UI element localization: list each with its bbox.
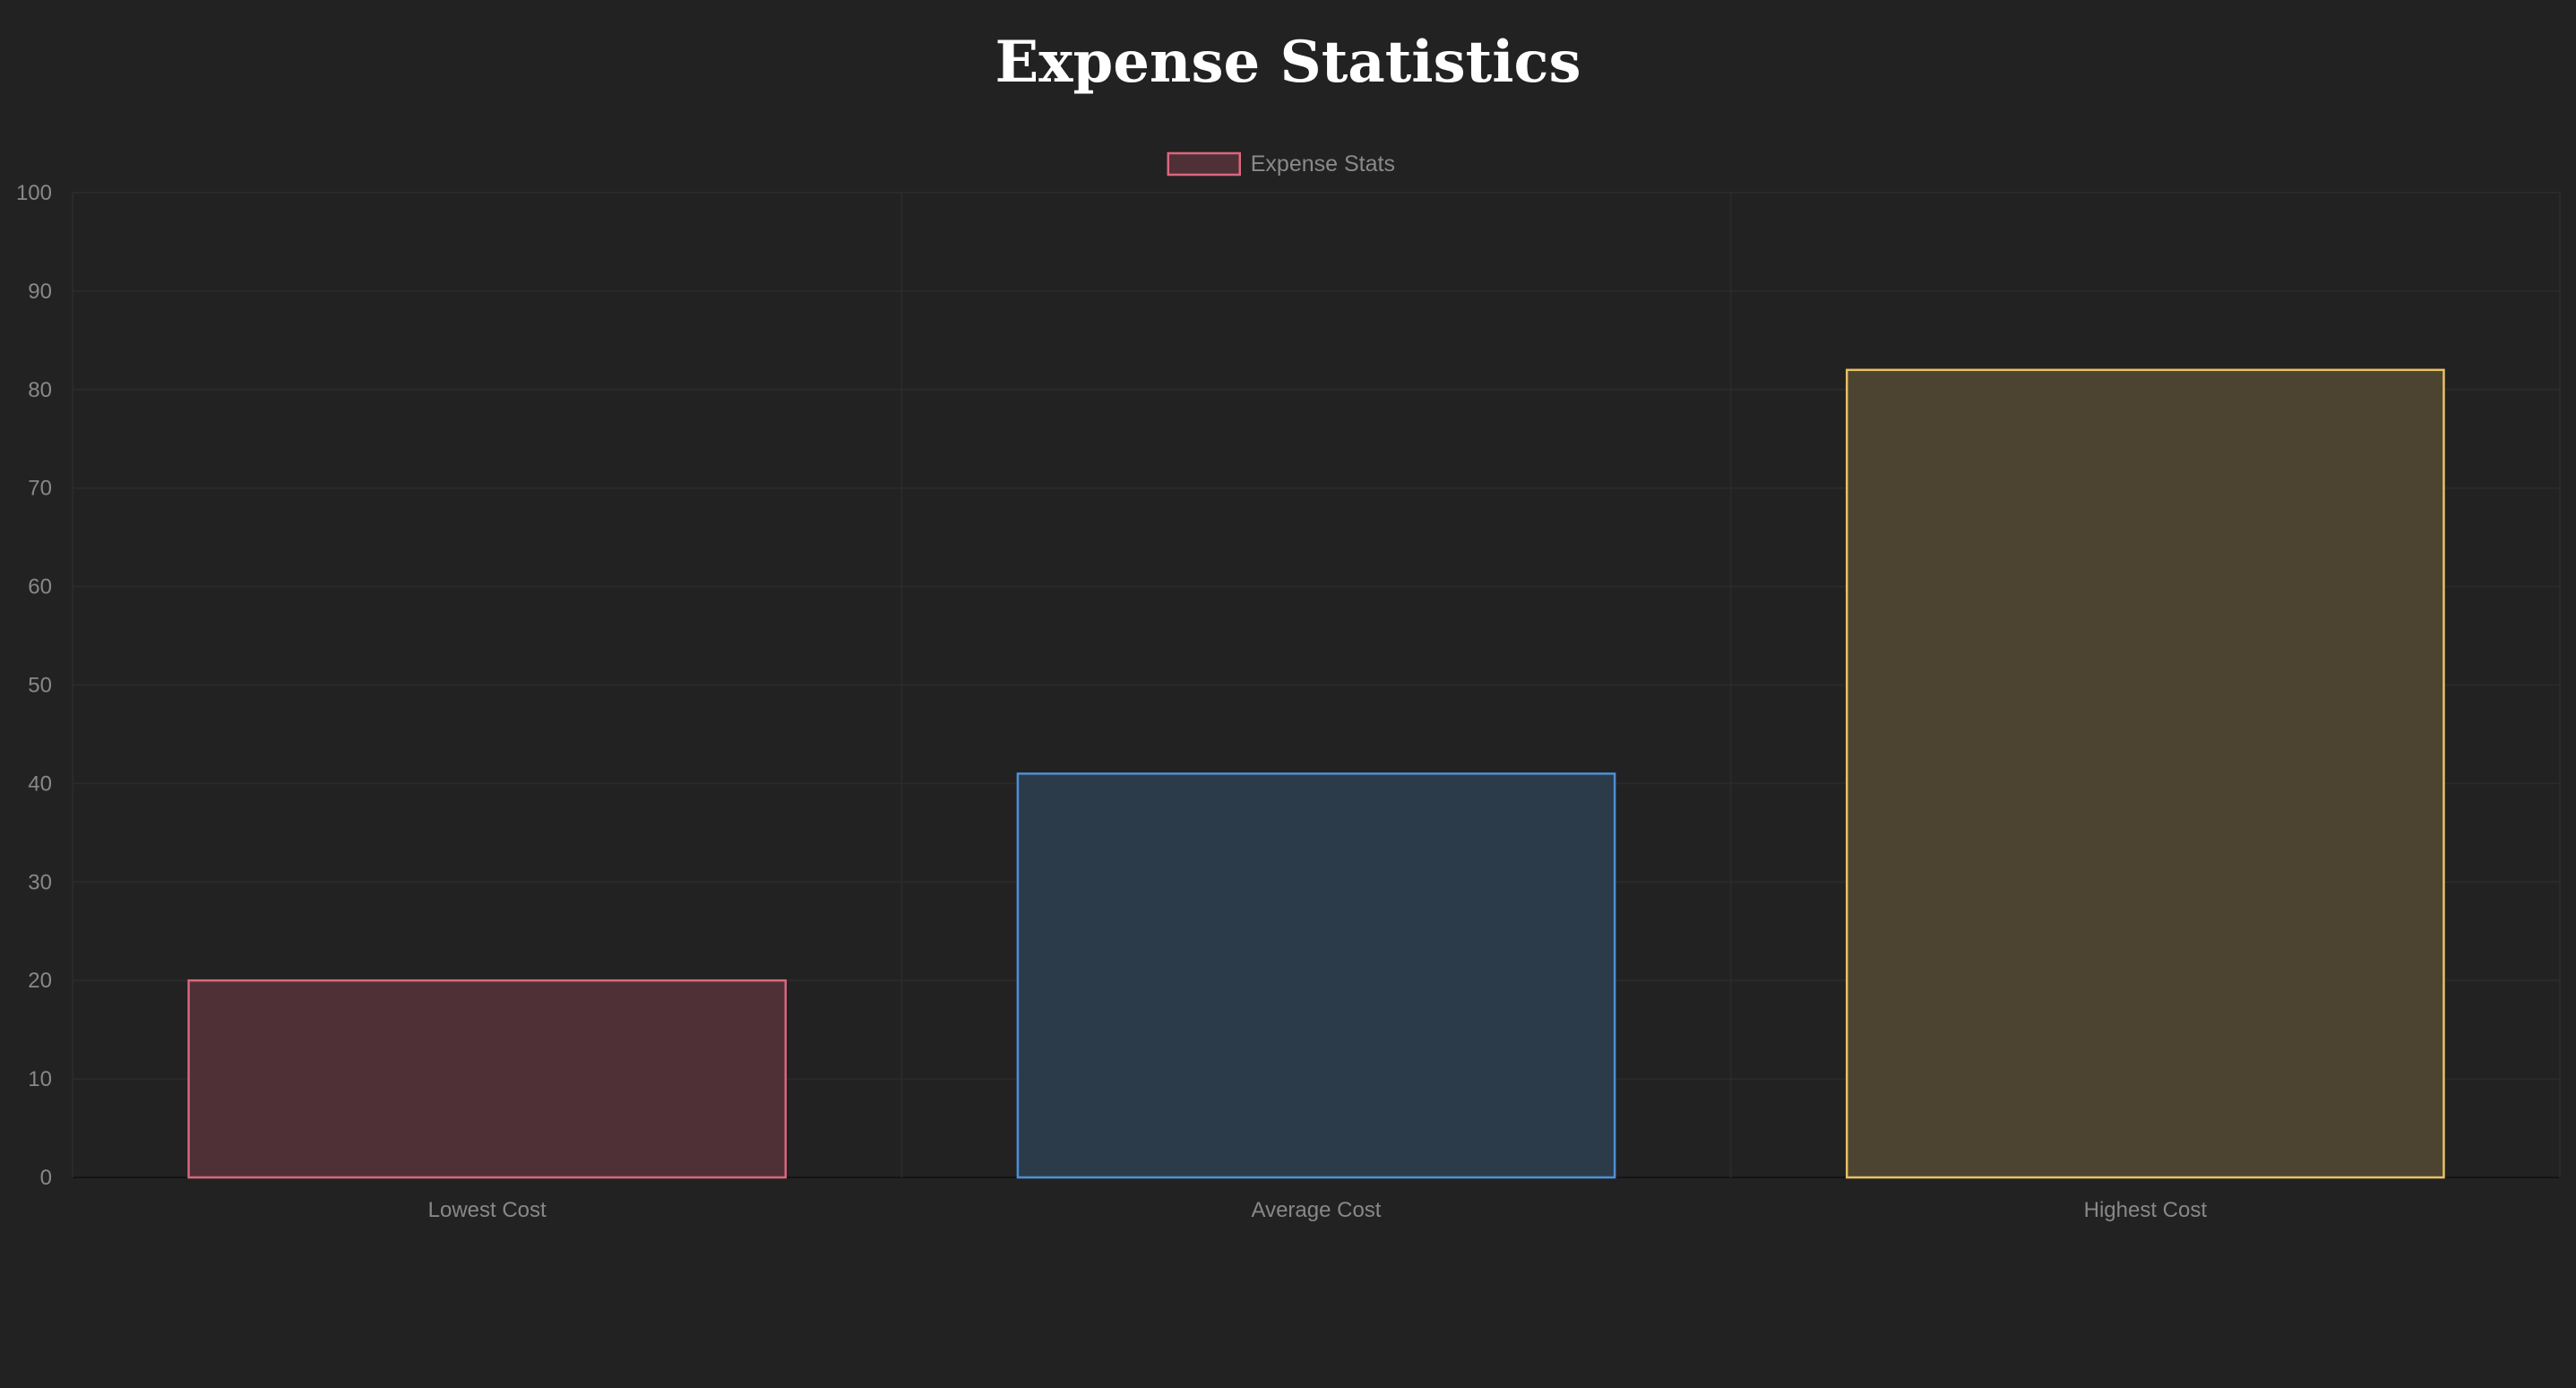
y-tick-label: 10 (28, 1067, 52, 1091)
y-axis-ticks: 0 10 20 30 40 50 60 70 80 90 100 (16, 181, 52, 1190)
y-tick-label: 60 (28, 575, 52, 599)
y-tick-label: 100 (16, 181, 52, 205)
y-tick-label: 70 (28, 477, 52, 501)
y-tick-label: 80 (28, 378, 52, 402)
bar-average-cost[interactable] (1016, 772, 1616, 1179)
x-tick-label: Average Cost (1252, 1198, 1382, 1222)
bars (187, 368, 2445, 1179)
x-tick-label: Lowest Cost (428, 1198, 547, 1222)
legend[interactable]: Expense Stats (1167, 151, 1395, 177)
y-tick-label: 30 (28, 870, 52, 894)
y-tick-label: 50 (28, 674, 52, 698)
bar-lowest-cost[interactable] (187, 978, 788, 1179)
chart-title: Expense Statistics (995, 29, 1581, 96)
y-tick-label: 40 (28, 772, 52, 796)
legend-swatch[interactable] (1167, 151, 1241, 177)
x-tick-label: Highest Cost (2084, 1198, 2208, 1222)
y-tick-label: 90 (28, 280, 52, 304)
bar-highest-cost[interactable] (1845, 368, 2445, 1179)
legend-label[interactable]: Expense Stats (1251, 151, 1395, 177)
y-tick-label: 20 (28, 969, 52, 993)
y-tick-label: 0 (40, 1166, 52, 1190)
x-axis-ticks: Lowest Cost Average Cost Highest Cost (428, 1198, 2208, 1222)
